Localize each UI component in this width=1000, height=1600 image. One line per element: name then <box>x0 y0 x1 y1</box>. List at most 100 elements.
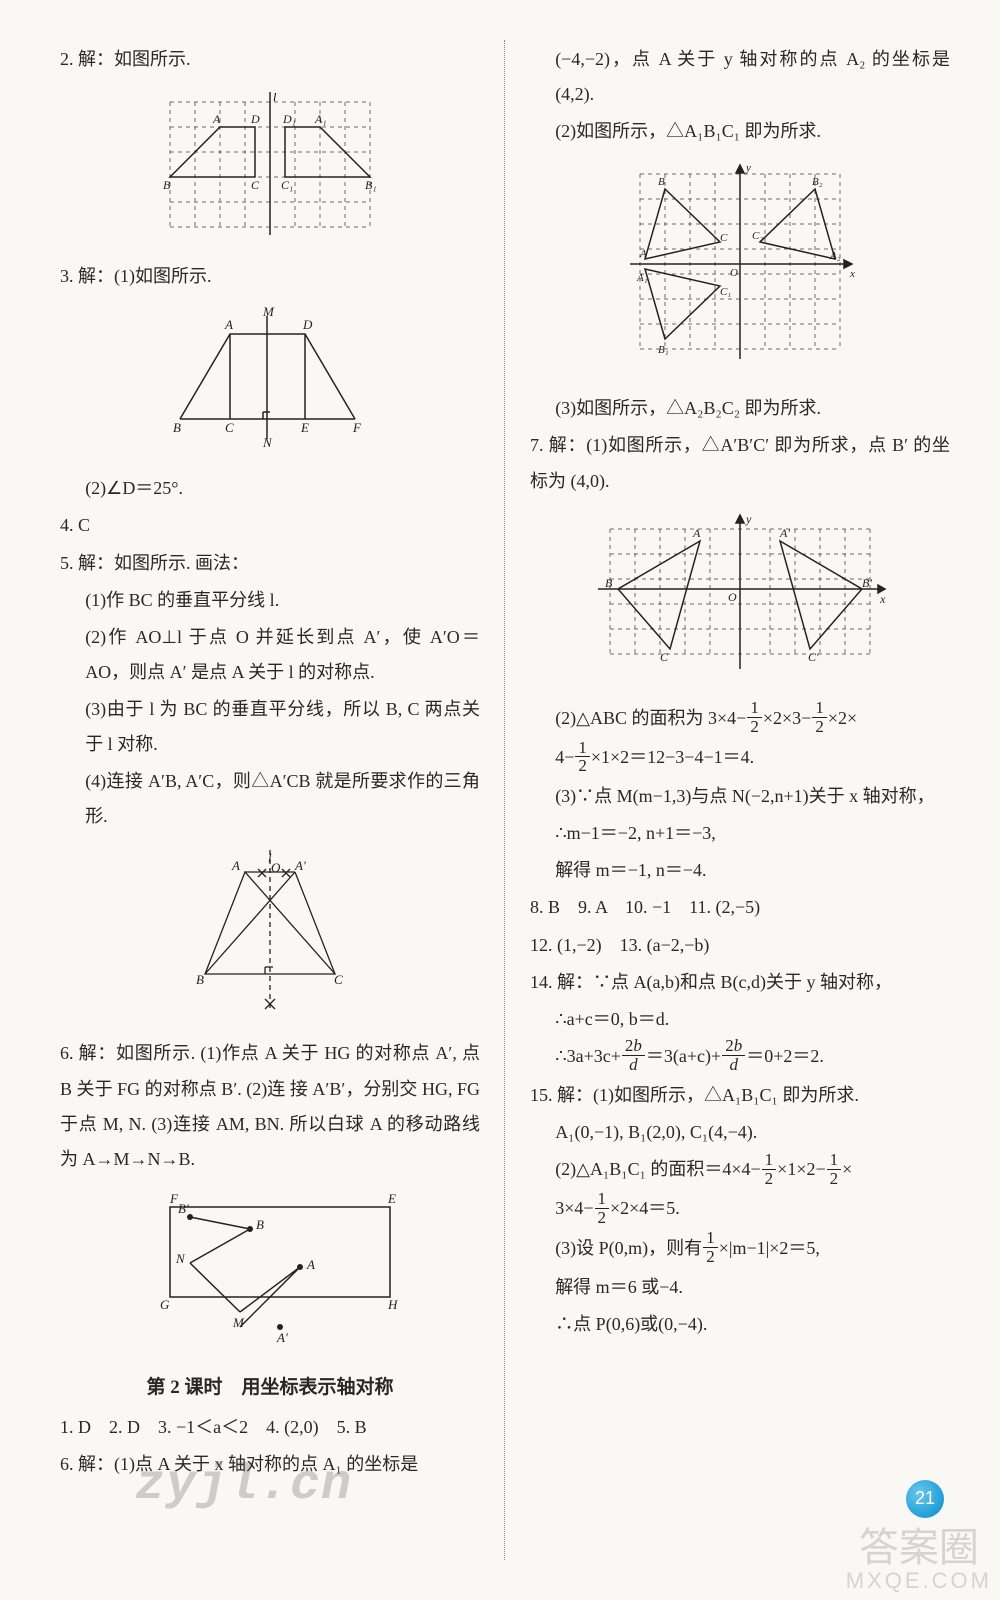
svg-text:A₁: A₁ <box>636 272 648 284</box>
r2: (2)如图所示，△A₁B₁C₁ 即为所求. <box>530 114 950 149</box>
grid-reflection-svg: l ADD₁A₁ BCC₁B₁ <box>155 87 385 237</box>
svg-text:B: B <box>658 176 665 188</box>
frac-half-3: 12 <box>575 739 590 776</box>
svg-text:C: C <box>334 972 343 987</box>
q6b: 6. 解：(1)点 A 关于 x 轴对称的点 A₁ 的坐标是 <box>60 1447 480 1482</box>
r7c2: ∴m−1＝−2, n+1＝−3, <box>530 816 950 851</box>
svg-text:C: C <box>720 232 728 244</box>
billiard-svg: FE GH AB B′A′ MN <box>130 1187 410 1347</box>
row12: 12. (1,−2) 13. (a−2,−b) <box>530 928 950 963</box>
svg-text:B₂: B₂ <box>812 176 823 188</box>
q5a: (1)作 BC 的垂直平分线 l. <box>60 583 480 618</box>
fig-q3: ADM BCEF N <box>60 304 480 461</box>
r7c3: 解得 m＝−1, n＝−4. <box>530 853 950 888</box>
svg-text:A₁: A₁ <box>314 112 327 126</box>
svg-text:E: E <box>387 1191 396 1206</box>
r14: 14. 解：∵点 A(a,b)和点 B(c,d)关于 y 轴对称， <box>530 965 950 1000</box>
answers-row-1: 1. D 2. D 3. −1＜a＜2 4. (2,0) 5. B <box>60 1410 480 1445</box>
svg-text:G: G <box>160 1297 170 1312</box>
coord-abc-svg: xyO ABC A′B′C′ <box>590 509 890 679</box>
r14b-pre: ∴3a+3c+ <box>555 1046 621 1066</box>
fig-q6: FE GH AB B′A′ MN <box>60 1187 480 1359</box>
svg-text:D: D <box>250 112 260 126</box>
r15b-mid: ×1×2− <box>777 1159 825 1179</box>
svg-text:x: x <box>849 268 855 280</box>
triangle-bisector-svg: AlOA′ BC <box>170 844 370 1014</box>
svg-text:A: A <box>212 112 221 126</box>
r15b-l2a: 3×4− <box>555 1198 593 1218</box>
svg-text:M: M <box>232 1315 245 1330</box>
r15b-pre: (2)△A₁B₁C₁ 的面积＝4×4− <box>555 1159 760 1179</box>
svg-text:F: F <box>352 420 362 435</box>
svg-text:C: C <box>251 178 260 192</box>
r7b-mid2: ×2× <box>828 708 857 728</box>
svg-text:C: C <box>225 420 234 435</box>
column-separator <box>504 40 506 1560</box>
q5c: (3)由于 l 为 BC 的垂直平分线，所以 B, C 两点关于 l 对称. <box>60 692 480 762</box>
row8: 8. B 9. A 10. −1 11. (2,−5) <box>530 890 950 925</box>
page-number-badge: 21 <box>906 1480 944 1518</box>
r15c-pre: (3)设 P(0,m)，则有 <box>555 1238 702 1258</box>
frac-half-6: 12 <box>595 1190 610 1227</box>
svg-text:B: B <box>163 178 171 192</box>
r15b-l2b: ×2×4＝5. <box>610 1198 680 1218</box>
r15a: A₁(0,−1), B₁(2,0), C₁(4,−4). <box>530 1115 950 1150</box>
fig-r2: xyO BAC B₂A₂C₂ A₁C₁B₁ <box>530 159 950 381</box>
r15c2: 解得 m＝6 或−4. <box>530 1270 950 1305</box>
svg-text:C: C <box>660 650 669 664</box>
frac-half-2: 12 <box>812 699 827 736</box>
fig-q5: AlOA′ BC <box>60 844 480 1026</box>
r15b: (2)△A₁B₁C₁ 的面积＝4×4−12×1×2−12× <box>530 1152 950 1189</box>
svg-text:O: O <box>730 267 738 279</box>
svg-text:D₁: D₁ <box>282 112 296 126</box>
r15c3: ∴点 P(0,6)或(0,−4). <box>530 1307 950 1342</box>
svg-text:A: A <box>224 317 233 332</box>
svg-text:O: O <box>728 590 737 604</box>
r7b-line2: 4−12×1×2＝12−3−4−1＝4. <box>530 740 950 777</box>
q3b: (2)∠D＝25°. <box>60 471 480 506</box>
r14b-end: ＝0+2＝2. <box>746 1046 824 1066</box>
svg-text:B: B <box>196 972 204 987</box>
svg-text:H: H <box>387 1297 398 1312</box>
svg-text:y: y <box>745 162 751 174</box>
coord-reflection-svg: xyO BAC B₂A₂C₂ A₁C₁B₁ <box>620 159 860 369</box>
r15c-end: ×|m−1|×2＝5, <box>719 1238 820 1258</box>
svg-text:A′: A′ <box>276 1330 288 1345</box>
svg-text:O: O <box>271 860 281 875</box>
frac-half-5: 12 <box>827 1151 842 1188</box>
left-column: 2. 解：如图所示. l ADD₁A₁ BCC₁B₁ 3. <box>60 40 480 1560</box>
r15: 15. 解：(1)如图所示，△A₁B₁C₁ 即为所求. <box>530 1078 950 1113</box>
r7b-mid1: ×2×3− <box>763 708 811 728</box>
r15c: (3)设 P(0,m)，则有12×|m−1|×2＝5, <box>530 1231 950 1268</box>
svg-text:D: D <box>302 317 313 332</box>
svg-text:y: y <box>745 512 752 526</box>
page: 2. 解：如图所示. l ADD₁A₁ BCC₁B₁ 3. <box>0 0 1000 1600</box>
q5d: (4)连接 A′B, A′C，则△A′CB 就是所要求作的三角形. <box>60 764 480 834</box>
right-column: (−4,−2)，点 A 关于 y 轴对称的点 A₂ 的坐标是 (4,2). (2… <box>530 40 950 1560</box>
svg-text:A: A <box>306 1257 315 1272</box>
svg-text:B₁: B₁ <box>658 344 669 356</box>
section-title: 第 2 课时 用坐标表示轴对称 <box>60 1369 480 1406</box>
q3: 3. 解：(1)如图所示. <box>60 259 480 294</box>
svg-text:B: B <box>256 1217 264 1232</box>
q2: 2. 解：如图所示. <box>60 42 480 77</box>
svg-text:M: M <box>262 304 275 319</box>
svg-text:C₁: C₁ <box>281 178 293 192</box>
svg-text:C₁: C₁ <box>720 286 731 298</box>
svg-text:B′: B′ <box>862 576 872 590</box>
q6: 6. 解：如图所示. (1)作点 A 关于 HG 的对称点 A′, 点 B 关于… <box>60 1036 480 1176</box>
fig-r7: xyO ABC A′B′C′ <box>530 509 950 691</box>
trapezoid-svg: ADM BCEF N <box>155 304 385 449</box>
r14b-mid: ＝3(a+c)+ <box>646 1046 721 1066</box>
svg-text:A: A <box>692 526 701 540</box>
svg-text:B: B <box>605 576 613 590</box>
r7: 7. 解：(1)如图所示，△A′B′C′ 即为所求，点 B′ 的坐标为 (4,0… <box>530 428 950 498</box>
svg-text:C′: C′ <box>808 650 819 664</box>
svg-text:B: B <box>173 420 181 435</box>
q5: 5. 解：如图所示. 画法： <box>60 546 480 581</box>
svg-text:B₁: B₁ <box>365 178 377 192</box>
r15b-line2: 3×4−12×2×4＝5. <box>530 1191 950 1228</box>
svg-text:x: x <box>879 592 886 606</box>
q4: 4. C <box>60 508 480 543</box>
svg-text:A′: A′ <box>294 858 306 873</box>
